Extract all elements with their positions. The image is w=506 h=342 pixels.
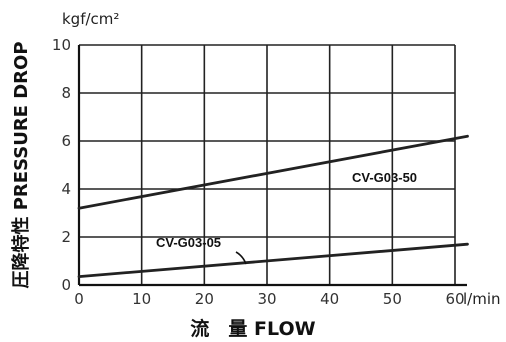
x-tick-label-40: 40 [320,290,339,308]
series-leader-cv-g03-05 [235,251,247,265]
series-label-cv-g03-50: CV-G03-50 [352,170,417,185]
y-axis-title: 圧降特性 PRESSURE DROP [10,41,32,288]
plot-frame [77,45,467,287]
x-tick-label-50: 50 [383,290,402,308]
tick-labels: 0 10 20 30 40 50 60 0 2 4 6 8 10 [52,36,465,308]
series-group [77,134,469,279]
y-tick-label-2: 2 [61,228,71,246]
annotation-labels: kgf/cm² l/min CV-G03-50 CV-G03-05 流 量 FLOW 圧降… [10,10,501,340]
y-tick-label-0: 0 [61,276,71,294]
series-line-cv-g03-50 [77,134,469,210]
y-unit-label: kgf/cm² [62,10,119,28]
series-label-cv-g03-05: CV-G03-05 [156,235,221,250]
grid [79,44,456,285]
series-line-cv-g03-05 [77,242,469,279]
y-tick-label-10: 10 [52,36,71,54]
x-tick-label-60: 60 [445,290,464,308]
x-unit-label: l/min [463,290,501,308]
x-axis-title: 流 量 FLOW [190,317,315,340]
y-tick-label-4: 4 [61,180,71,198]
x-tick-label-0: 0 [74,290,84,308]
y-tick-label-6: 6 [61,132,71,150]
x-tick-label-30: 30 [257,290,276,308]
x-tick-label-20: 20 [195,290,214,308]
x-tick-label-10: 10 [132,290,151,308]
y-tick-label-8: 8 [61,84,71,102]
